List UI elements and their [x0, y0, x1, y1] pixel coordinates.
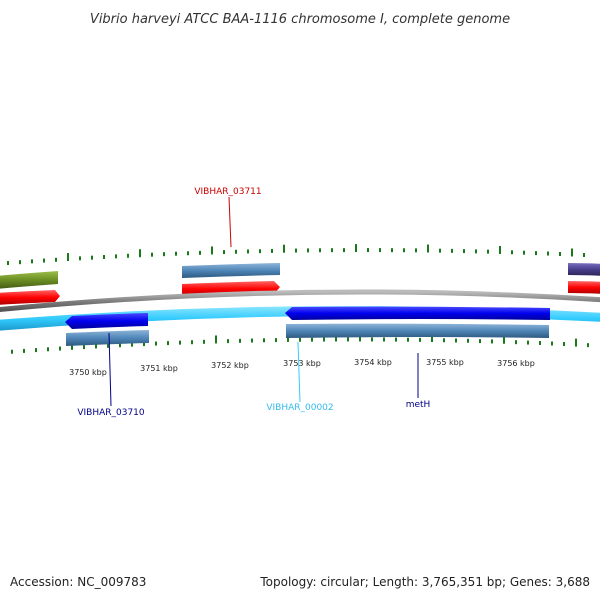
tick-label-3755: 3755 kbp	[426, 358, 464, 367]
gene-vibhar-03710[interactable]	[66, 330, 149, 346]
olive-feature-left[interactable]	[0, 271, 58, 289]
callout-line-vibhar-00002	[297, 341, 301, 403]
purple-feature-right[interactable]	[568, 263, 600, 276]
label-vibhar-03711[interactable]: VIBHAR_03711	[194, 187, 261, 197]
callout-line-vibhar-03711	[228, 196, 232, 248]
label-vibhar-00002[interactable]: VIBHAR_00002	[266, 403, 333, 413]
tick-label-3756: 3756 kbp	[497, 359, 535, 368]
callout-line-vibhar-03710	[108, 332, 112, 407]
tick-label-3752: 3752 kbp	[211, 361, 249, 370]
label-vibhar-03710[interactable]: VIBHAR_03710	[77, 408, 145, 418]
gene-vibhar-03711[interactable]	[182, 263, 280, 278]
gc-ticks-outer	[7, 244, 585, 266]
tick-label-3750: 3750 kbp	[69, 368, 107, 377]
map-title: Vibrio harveyi ATCC BAA-1116 chromosome …	[90, 12, 510, 27]
cds-forward-right[interactable]	[568, 281, 600, 294]
accession-text: Accession: NC_009783	[10, 575, 146, 589]
backbone-arc	[0, 289, 600, 313]
topology-summary-text: Topology: circular; Length: 3,765,351 bp…	[259, 575, 590, 589]
cds-meth[interactable]	[285, 306, 550, 320]
tick-label-3753: 3753 kbp	[283, 359, 321, 368]
tick-label-3751: 3751 kbp	[140, 364, 178, 373]
label-meth[interactable]: metH	[406, 400, 431, 410]
tick-label-3754: 3754 kbp	[354, 358, 392, 367]
gene-meth[interactable]	[286, 323, 549, 338]
cds-vibhar-03710[interactable]	[65, 313, 148, 329]
cds-forward-left[interactable]	[0, 290, 60, 305]
